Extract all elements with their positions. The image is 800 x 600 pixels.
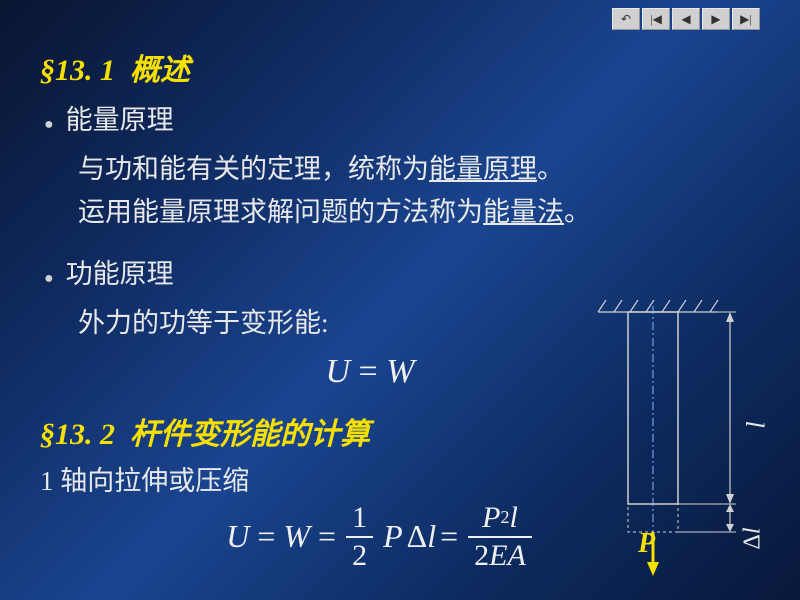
bullet-dot-icon: ● xyxy=(44,270,54,288)
eq2-W: W xyxy=(283,518,310,555)
eq2-l: l xyxy=(427,518,436,555)
diagram-dl-label: Δl xyxy=(739,527,766,549)
bullet-1-line-2: 运用能量原理求解问题的方法称为能量法。 xyxy=(78,191,760,234)
eq2-frac-half: 1 2 xyxy=(346,500,373,574)
nav-prev-button[interactable]: ◀ xyxy=(672,8,700,30)
eq1-eq: = xyxy=(350,353,386,390)
frac-den: 2EA xyxy=(468,538,532,574)
nav-first-button[interactable]: |◀ xyxy=(642,8,670,30)
eq2-P: P xyxy=(383,518,403,555)
bar-diagram: P l Δl xyxy=(588,300,758,580)
bullet-1-line-1: 与功和能有关的定理，统称为能量原理。 xyxy=(78,148,760,191)
bullet-1: ● 能量原理 xyxy=(40,99,760,142)
section-1-title: 概述 xyxy=(130,54,190,87)
bullet-1-label: 能量原理 xyxy=(66,99,174,142)
section-1-number: §13. 1 xyxy=(40,54,115,87)
frac-num: 1 xyxy=(346,500,373,536)
diagram-svg xyxy=(588,300,758,580)
eq2-eq2: = xyxy=(318,518,336,555)
underline-term-2: 能量法 xyxy=(483,197,564,227)
nav-bar: ↶ |◀ ◀ ▶ ▶| xyxy=(612,8,760,30)
eq2-sup: 2 xyxy=(500,507,509,529)
nav-next-button[interactable]: ▶ xyxy=(702,8,730,30)
section-2-title: 杆件变形能的计算 xyxy=(130,418,370,451)
eq2-P2: P xyxy=(482,500,500,536)
eq2-E: E xyxy=(489,538,507,574)
eq2-eq3: = xyxy=(440,518,458,555)
bullet-dot-icon: ● xyxy=(44,116,54,134)
bullet-2: ● 功能原理 xyxy=(40,253,760,296)
eq2-U: U xyxy=(226,518,249,555)
eq1-rhs: W xyxy=(386,353,414,390)
bullet-2-label: 功能原理 xyxy=(66,253,174,296)
text-part: 运用能量原理求解问题的方法称为 xyxy=(78,197,483,227)
frac-den: 2 xyxy=(346,538,373,574)
diagram-P-label: P xyxy=(638,528,655,560)
eq2-l2: l xyxy=(509,500,517,536)
eq2-eq1: = xyxy=(257,518,275,555)
text-part: 。 xyxy=(564,197,591,227)
eq2-frac-main: P2l 2EA xyxy=(468,500,532,574)
frac-num: P2l xyxy=(476,500,524,536)
diagram-l-label: l xyxy=(741,421,771,428)
eq2-den2: 2 xyxy=(474,538,489,574)
nav-back-button[interactable]: ↶ xyxy=(612,8,640,30)
dl-delta: Δ xyxy=(739,534,765,549)
eq2-A: A xyxy=(507,538,525,574)
section-1-heading: §13. 1 概述 xyxy=(40,45,760,89)
nav-last-button[interactable]: ▶| xyxy=(732,8,760,30)
eq2-delta: Δ xyxy=(407,518,428,555)
underline-term-1: 能量原理 xyxy=(429,154,537,184)
text-part: 与功和能有关的定理，统称为 xyxy=(78,154,429,184)
dl-l: l xyxy=(739,527,765,534)
text-part: 。 xyxy=(537,154,564,184)
section-2-number: §13. 2 xyxy=(40,418,115,451)
eq1-lhs: U xyxy=(325,353,350,390)
